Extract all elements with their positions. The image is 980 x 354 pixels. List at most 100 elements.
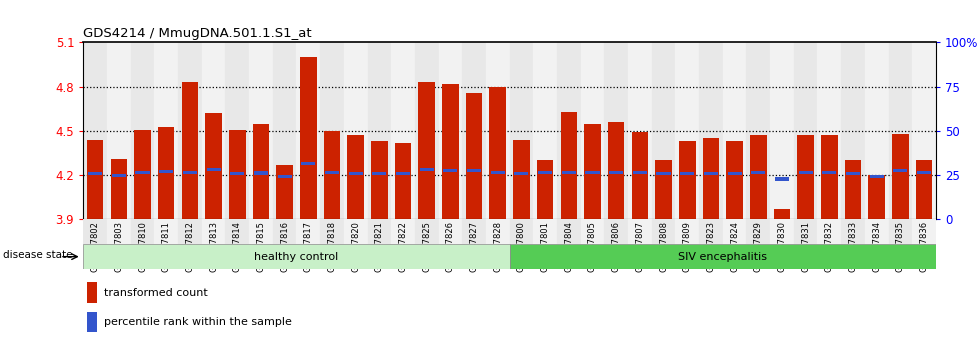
Bar bbox=[514, 140, 530, 219]
Bar bbox=[467, 169, 481, 172]
Bar bbox=[178, 42, 202, 219]
Bar bbox=[225, 219, 249, 244]
Bar bbox=[580, 219, 605, 244]
Bar bbox=[225, 42, 249, 219]
Bar bbox=[726, 141, 743, 219]
Text: GSM347810: GSM347810 bbox=[138, 221, 147, 272]
Bar bbox=[135, 171, 150, 174]
Text: GSM347802: GSM347802 bbox=[90, 221, 100, 272]
Bar bbox=[723, 42, 747, 219]
Bar bbox=[675, 219, 699, 244]
Bar bbox=[323, 131, 340, 219]
Bar bbox=[747, 42, 770, 219]
Bar bbox=[605, 42, 628, 219]
Bar bbox=[296, 42, 320, 219]
Bar bbox=[680, 172, 694, 175]
Bar bbox=[699, 42, 722, 219]
Text: GSM347823: GSM347823 bbox=[707, 221, 715, 272]
Text: GSM347829: GSM347829 bbox=[754, 221, 762, 272]
Bar bbox=[202, 42, 225, 219]
Text: GSM347827: GSM347827 bbox=[469, 221, 478, 272]
Bar bbox=[699, 219, 722, 244]
Bar bbox=[750, 136, 766, 219]
Bar bbox=[486, 42, 510, 219]
Bar bbox=[372, 172, 386, 175]
Bar bbox=[276, 165, 293, 219]
Bar bbox=[439, 219, 463, 244]
Bar bbox=[83, 42, 107, 219]
Bar bbox=[301, 162, 316, 165]
Bar bbox=[723, 219, 747, 244]
Bar bbox=[775, 177, 789, 181]
Bar bbox=[584, 124, 601, 219]
Bar bbox=[889, 42, 912, 219]
Bar bbox=[704, 172, 718, 175]
Text: GSM347807: GSM347807 bbox=[635, 221, 645, 272]
Bar bbox=[347, 136, 364, 219]
Bar bbox=[628, 219, 652, 244]
Text: GSM347835: GSM347835 bbox=[896, 221, 905, 272]
Bar bbox=[703, 138, 719, 219]
Bar bbox=[344, 42, 368, 219]
Text: GSM347818: GSM347818 bbox=[327, 221, 336, 272]
Text: GSM347821: GSM347821 bbox=[374, 221, 384, 272]
Bar bbox=[657, 172, 670, 175]
Text: GSM347805: GSM347805 bbox=[588, 221, 597, 272]
Bar bbox=[254, 171, 268, 175]
Bar bbox=[608, 122, 624, 219]
Bar bbox=[296, 219, 320, 244]
Bar bbox=[752, 171, 765, 174]
Bar bbox=[325, 171, 339, 174]
Bar bbox=[320, 42, 344, 219]
Bar bbox=[391, 42, 415, 219]
Bar bbox=[533, 219, 557, 244]
Text: GSM347830: GSM347830 bbox=[777, 221, 787, 272]
Bar bbox=[272, 42, 296, 219]
Bar bbox=[83, 219, 107, 244]
Bar bbox=[158, 126, 174, 219]
Text: percentile rank within the sample: percentile rank within the sample bbox=[104, 317, 292, 327]
Bar bbox=[770, 42, 794, 219]
Text: GSM347800: GSM347800 bbox=[516, 221, 526, 272]
Bar bbox=[272, 219, 296, 244]
Bar bbox=[794, 42, 817, 219]
Bar bbox=[557, 219, 580, 244]
Text: GSM347825: GSM347825 bbox=[422, 221, 431, 272]
Text: GSM347828: GSM347828 bbox=[493, 221, 503, 272]
Bar bbox=[841, 42, 865, 219]
Bar bbox=[799, 171, 812, 174]
Bar bbox=[395, 143, 412, 219]
Bar bbox=[633, 171, 647, 174]
Text: GSM347806: GSM347806 bbox=[612, 221, 620, 272]
Text: GSM347812: GSM347812 bbox=[185, 221, 194, 272]
Bar bbox=[134, 130, 151, 219]
Bar bbox=[894, 169, 907, 172]
Bar bbox=[821, 136, 838, 219]
Text: GSM347826: GSM347826 bbox=[446, 221, 455, 272]
Bar bbox=[652, 219, 675, 244]
Bar bbox=[183, 171, 197, 174]
Bar bbox=[178, 219, 202, 244]
Text: GDS4214 / MmugDNA.501.1.S1_at: GDS4214 / MmugDNA.501.1.S1_at bbox=[83, 27, 312, 40]
Bar bbox=[249, 219, 272, 244]
Bar bbox=[727, 172, 742, 175]
Bar bbox=[585, 171, 600, 174]
Bar bbox=[817, 219, 841, 244]
Bar bbox=[557, 42, 580, 219]
Bar bbox=[130, 42, 155, 219]
Bar bbox=[869, 175, 884, 178]
Bar bbox=[747, 219, 770, 244]
Bar bbox=[107, 219, 130, 244]
Bar bbox=[300, 57, 317, 219]
Text: GSM347801: GSM347801 bbox=[541, 221, 550, 272]
Bar bbox=[562, 171, 576, 174]
Text: GSM347815: GSM347815 bbox=[257, 221, 266, 272]
Bar bbox=[83, 244, 510, 269]
Text: disease state: disease state bbox=[3, 250, 73, 261]
Bar bbox=[439, 42, 463, 219]
Bar bbox=[466, 93, 482, 219]
Text: GSM347808: GSM347808 bbox=[659, 221, 668, 272]
Bar bbox=[344, 219, 368, 244]
Text: GSM347813: GSM347813 bbox=[209, 221, 219, 272]
Bar bbox=[561, 112, 577, 219]
